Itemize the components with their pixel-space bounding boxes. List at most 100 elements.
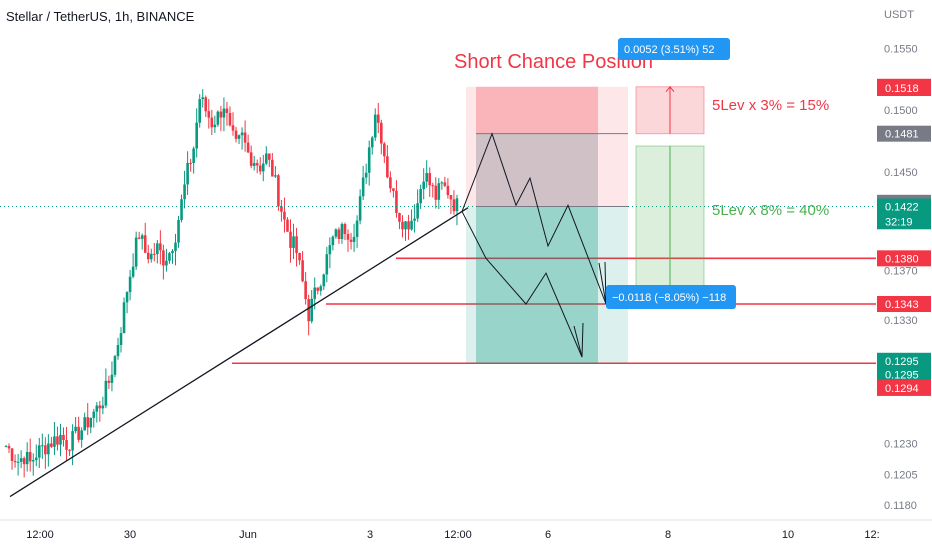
candle-body xyxy=(361,177,365,197)
candle-body xyxy=(268,153,271,160)
candle-body xyxy=(16,461,20,463)
candle-body xyxy=(83,417,86,431)
candle-body xyxy=(153,253,156,255)
candle-body xyxy=(386,156,389,178)
candle-body xyxy=(59,434,62,445)
candle-body xyxy=(180,199,183,220)
candle-body xyxy=(243,132,247,143)
projection-path xyxy=(461,132,607,305)
candle-body xyxy=(13,460,17,463)
candle-body xyxy=(216,111,220,125)
candle-body xyxy=(53,436,56,447)
candle-body xyxy=(50,443,53,447)
projection-path xyxy=(461,211,583,358)
candle-body xyxy=(252,163,256,166)
candle-body xyxy=(137,237,141,239)
candle-body xyxy=(77,426,80,440)
stop-zone xyxy=(476,86,598,134)
candle-body xyxy=(10,448,14,461)
candle-body xyxy=(437,183,441,200)
lev-reward-label: 5Lev x 8% = 40% xyxy=(712,202,829,219)
candle-body xyxy=(346,234,350,240)
price-badge xyxy=(877,352,931,369)
candle-body xyxy=(352,236,356,242)
candle-body xyxy=(440,182,444,184)
price-tick-label: 0.1180 xyxy=(884,500,917,512)
candle-body xyxy=(319,286,323,291)
candle-body xyxy=(274,175,277,177)
candle-body xyxy=(34,457,38,461)
candle-body xyxy=(101,405,105,409)
candle-body xyxy=(113,356,117,375)
candle-body xyxy=(104,380,108,406)
candle-body xyxy=(249,152,253,166)
price-axis-currency: USDT xyxy=(884,9,914,21)
candle-body xyxy=(376,114,380,123)
candle-body xyxy=(125,292,129,303)
stop-zone-outer xyxy=(466,86,628,207)
position-title: Short Chance Position xyxy=(454,51,653,73)
candle-body xyxy=(298,253,301,261)
candle-body xyxy=(304,281,307,300)
candle-body xyxy=(68,449,71,451)
candle-body xyxy=(398,213,401,222)
candle-body xyxy=(195,122,198,149)
candle-body xyxy=(449,195,453,200)
time-tick-label: 3 xyxy=(367,529,373,541)
price-tick-label: 0.1370 xyxy=(884,266,918,278)
candle-body xyxy=(131,266,135,277)
price-tick-label: 0.1205 xyxy=(884,469,918,481)
price-badge-label: 0.1295 xyxy=(885,369,919,381)
candle-body xyxy=(264,153,268,164)
candle-body xyxy=(44,445,47,455)
target-zone xyxy=(476,206,598,364)
candle-body xyxy=(4,446,8,448)
candle-body xyxy=(37,445,41,458)
candle-body xyxy=(7,446,11,449)
candle-body xyxy=(383,143,386,157)
price-badge xyxy=(877,198,931,215)
price-tick-label: 0.1230 xyxy=(884,438,918,450)
time-tick-label: Jun xyxy=(239,529,257,541)
candle-body xyxy=(62,434,65,441)
candle-body xyxy=(413,218,416,221)
candle-body xyxy=(343,224,347,235)
candle-body xyxy=(419,189,422,204)
candle-body xyxy=(22,458,26,465)
profit-label-bg xyxy=(618,38,730,60)
arrow-head xyxy=(665,85,675,93)
candle-body xyxy=(71,431,74,451)
candle-body xyxy=(295,236,298,254)
candle-body xyxy=(177,219,180,243)
candle-body xyxy=(380,122,383,144)
lev-risk-label: 5Lev x 3% = 15% xyxy=(712,97,829,114)
candle-body xyxy=(355,220,359,237)
candle-body xyxy=(428,173,432,186)
candle-body xyxy=(89,417,93,428)
candle-body xyxy=(168,253,171,261)
candle-body xyxy=(198,99,202,123)
candle-body xyxy=(455,198,459,212)
candle-body xyxy=(140,235,144,239)
trendline[interactable] xyxy=(9,207,469,498)
time-tick-label: 8 xyxy=(665,529,671,541)
candle-body xyxy=(80,430,83,440)
candle-body xyxy=(204,97,208,112)
candle-body xyxy=(110,374,114,383)
time-tick-label: 12:00 xyxy=(444,529,472,541)
candle-body xyxy=(41,445,44,447)
candle-body xyxy=(95,405,99,412)
candle-body xyxy=(183,184,186,200)
candle-body xyxy=(25,452,29,465)
candle-body xyxy=(246,142,250,153)
candle-body xyxy=(322,274,326,287)
candle-body xyxy=(316,287,320,291)
candle-body xyxy=(134,237,138,267)
price-tick-label: 0.1450 xyxy=(884,167,918,179)
candle-body xyxy=(240,132,244,136)
candle-body xyxy=(443,182,447,186)
candle-body xyxy=(367,147,371,173)
candle-body xyxy=(189,162,192,164)
price-badge xyxy=(877,379,931,396)
